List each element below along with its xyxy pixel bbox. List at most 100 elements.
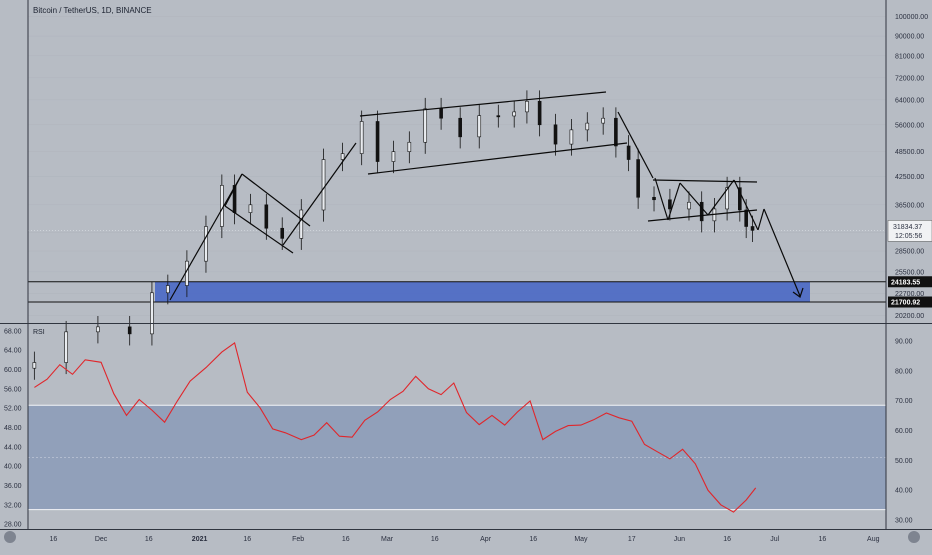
price-tick-label: 22700.00: [895, 291, 924, 298]
candle-body: [439, 108, 443, 119]
candle-body: [375, 121, 380, 162]
trendline: [733, 179, 759, 231]
trendline: [707, 179, 735, 216]
candle-body: [569, 129, 574, 145]
price-tick-label: 72000.00: [895, 75, 924, 82]
rsi-right-tick-label: 60.00: [895, 428, 913, 435]
candle-body: [299, 209, 304, 239]
candle-body: [280, 227, 285, 239]
candle-body: [64, 331, 68, 363]
current-price-tag: 31834.37: [893, 224, 922, 231]
trendline: [763, 208, 801, 297]
axes: 100000.00 90000.00 81000.00 72000.00 64000.0…: [0, 0, 932, 543]
price-tick-label: 28500.00: [895, 249, 924, 256]
rsi-left-tick-label: 56.00: [4, 386, 22, 393]
symbol-title: Bitcoin / TetherUS, 1D, BINANCE: [33, 6, 152, 15]
trendline: [757, 208, 765, 231]
time-tick-label: Jun: [674, 536, 685, 543]
rsi-left-tick-label: 28.00: [4, 522, 22, 529]
candle-body: [248, 204, 253, 213]
price-tick-label: 36500.00: [895, 202, 924, 209]
time-tick-label: Apr: [480, 536, 492, 543]
rsi-title: RSI: [33, 329, 45, 336]
candle-body: [166, 285, 170, 294]
trendline: [679, 182, 709, 216]
trendline: [224, 173, 243, 207]
trendline: [654, 177, 669, 221]
upper-zone-tag: 24183.55: [891, 279, 920, 286]
time-tick-label: 16: [819, 536, 827, 543]
candle-body: [458, 117, 462, 138]
price-tick-label: 48500.00: [895, 149, 924, 156]
candle-body: [359, 121, 364, 154]
candle-body: [744, 209, 748, 227]
rsi-left-tick-label: 48.00: [4, 425, 22, 432]
rsi-left-tick-label: 64.00: [4, 348, 22, 355]
time-tick-label: 16: [723, 536, 731, 543]
candle-body: [204, 226, 208, 262]
candle-body: [264, 204, 269, 229]
countdown-tag: 12:05:56: [895, 233, 922, 240]
candle-body: [750, 226, 755, 231]
candle-body: [220, 185, 224, 227]
rsi-pane: [28, 341, 886, 513]
trendline: [667, 182, 681, 221]
price-tick-label: 64000.00: [895, 97, 924, 104]
rsi-right-tick-label: 90.00: [895, 338, 913, 345]
candle-body: [553, 124, 558, 145]
timezone-dot-left-icon[interactable]: [4, 531, 16, 543]
price-pane: [28, 90, 886, 380]
price-tick-label: 81000.00: [895, 53, 924, 60]
candle-body: [512, 111, 517, 117]
rsi-left-tick-label: 68.00: [4, 328, 22, 335]
price-tick-label: 100000.00: [895, 14, 928, 21]
candle-body: [391, 151, 396, 162]
candle-body: [614, 117, 618, 147]
time-tick-label: 16: [50, 536, 58, 543]
rsi-left-tick-label: 32.00: [4, 502, 22, 509]
rsi-right-tick-label: 40.00: [895, 488, 913, 495]
candle-body: [407, 141, 412, 152]
candle-body: [626, 145, 631, 160]
candle-body: [668, 199, 672, 210]
rsi-right-tick-label: 30.00: [895, 518, 913, 525]
candle-body: [725, 187, 729, 210]
time-tick-label: 17: [628, 536, 636, 543]
candle-body: [32, 362, 37, 369]
candle-body: [150, 292, 154, 335]
candle-body: [699, 201, 704, 222]
trendline: [224, 205, 294, 254]
lower-zone-tag-bg: [888, 296, 932, 308]
candle-body: [687, 201, 691, 210]
candle-body: [340, 153, 345, 160]
price-tick-label: 56000.00: [895, 122, 924, 129]
time-tick-label: Aug: [867, 536, 880, 543]
candle-body: [423, 108, 428, 143]
price-tick-label: 25500.00: [895, 269, 924, 276]
upper-zone-tag-bg: [888, 276, 932, 288]
candle-body: [127, 326, 132, 335]
price-tick-label: 90000.00: [895, 34, 924, 41]
time-tick-label: 16: [145, 536, 153, 543]
candle-body: [525, 100, 529, 113]
grid: [28, 16, 886, 316]
trendline: [367, 142, 628, 175]
projection-arrowhead: [792, 287, 804, 298]
trendline: [617, 111, 654, 179]
rsi-right-tick-label: 70.00: [895, 398, 913, 405]
time-tick-label: Jul: [770, 536, 779, 543]
time-tick-label: Dec: [95, 536, 108, 543]
settings-dot-right-icon[interactable]: [908, 531, 920, 543]
rsi-right-tick-label: 50.00: [895, 458, 913, 465]
rsi-left-tick-label: 44.00: [4, 444, 22, 451]
time-tick-label: May: [574, 536, 588, 543]
rsi-left-tick-label: 36.00: [4, 483, 22, 490]
candle-body: [601, 117, 605, 124]
rsi-series-line: [34, 341, 757, 513]
lower-zone-tag: 21700.92: [891, 300, 920, 307]
trendline: [647, 209, 758, 222]
time-tick-label: Feb: [292, 536, 304, 543]
trendline: [652, 179, 758, 183]
